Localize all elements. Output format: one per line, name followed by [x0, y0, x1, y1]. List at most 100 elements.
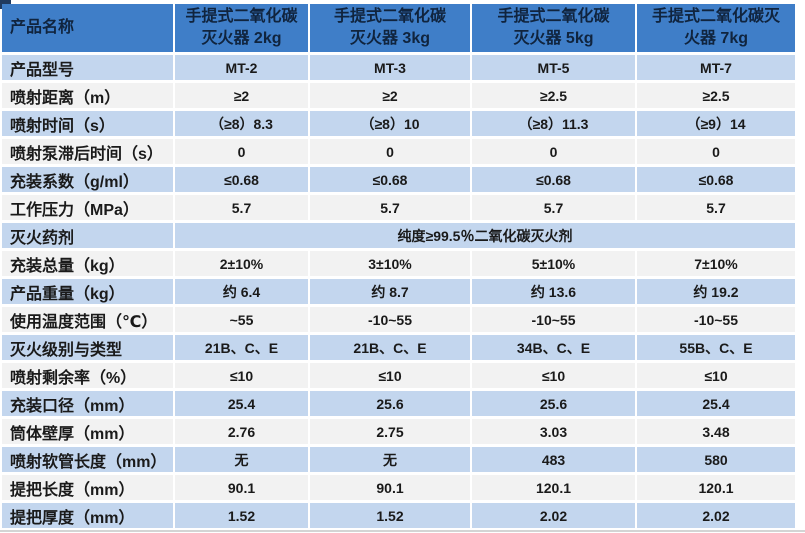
value-cell: MT-7 [637, 55, 797, 83]
table-row: 灭火药剂 纯度≥99.5％二氧化碳灭火剂 [2, 223, 797, 251]
value-cell: 55B、C、E [637, 335, 797, 363]
value-cell: （≥8）10 [310, 111, 472, 139]
value-cell: MT-5 [472, 55, 637, 83]
value-cell: 21B、C、E [175, 335, 310, 363]
value-cell: ≤0.68 [472, 167, 637, 195]
value-cell: 5.7 [175, 195, 310, 223]
value-cell: -10~55 [637, 307, 797, 335]
row-label: 提把厚度（mm） [2, 503, 175, 531]
row-label: 充装口径（mm） [2, 391, 175, 419]
row-label: 喷射剩余率（%） [2, 363, 175, 391]
value-cell: 0 [310, 139, 472, 167]
value-cell: 3.03 [472, 419, 637, 447]
value-cell: ≥2 [175, 83, 310, 111]
table-row: 喷射泵滞后时间（s） 0 0 0 0 [2, 139, 797, 167]
value-cell: 约 13.6 [472, 279, 637, 307]
value-cell: 0 [175, 139, 310, 167]
value-cell: 约 8.7 [310, 279, 472, 307]
value-cell: 无 [175, 447, 310, 475]
value-cell: 25.4 [175, 391, 310, 419]
value-cell: 0 [637, 139, 797, 167]
value-cell: ≤10 [310, 363, 472, 391]
value-cell: ≤10 [472, 363, 637, 391]
row-label: 喷射软管长度（mm） [2, 447, 175, 475]
value-cell: ≤0.68 [175, 167, 310, 195]
value-cell: 3±10% [310, 251, 472, 279]
table-row: 提把厚度（mm） 1.52 1.52 2.02 2.02 [2, 503, 797, 531]
table-row: 充装系数（g/ml） ≤0.68 ≤0.68 ≤0.68 ≤0.68 [2, 167, 797, 195]
table-row: 灭火级别与类型 21B、C、E 21B、C、E 34B、C、E 55B、C、E [2, 335, 797, 363]
value-cell: 约 19.2 [637, 279, 797, 307]
value-cell: 2.02 [637, 503, 797, 531]
table-row: 工作压力（MPa） 5.7 5.7 5.7 5.7 [2, 195, 797, 223]
bottom-divider [0, 530, 805, 532]
value-cell: 90.1 [175, 475, 310, 503]
value-cell: ≤0.68 [637, 167, 797, 195]
value-cell: 120.1 [637, 475, 797, 503]
table-row: 喷射剩余率（%） ≤10 ≤10 ≤10 ≤10 [2, 363, 797, 391]
value-cell: ≥2 [310, 83, 472, 111]
row-label: 筒体壁厚（mm） [2, 419, 175, 447]
row-label: 提把长度（mm） [2, 475, 175, 503]
table-row: 充装总量（kg） 2±10% 3±10% 5±10% 7±10% [2, 251, 797, 279]
value-cell: 1.52 [175, 503, 310, 531]
row-label: 充装系数（g/ml） [2, 167, 175, 195]
value-cell: 5.7 [310, 195, 472, 223]
value-cell: ≤10 [637, 363, 797, 391]
row-label: 灭火级别与类型 [2, 335, 175, 363]
value-cell: 90.1 [310, 475, 472, 503]
value-cell: 2.75 [310, 419, 472, 447]
table-row: 产品型号 MT-2 MT-3 MT-5 MT-7 [2, 55, 797, 83]
table-row: 提把长度（mm） 90.1 90.1 120.1 120.1 [2, 475, 797, 503]
value-cell: 2±10% [175, 251, 310, 279]
table-row: 产品重量（kg）约 6.4 约 8.7 约 13.6 约 19.2 [2, 279, 797, 307]
product-spec-table: 产品名称 手提式二氧化碳 灭火器 2kg 手提式二氧化碳 灭火器 3kg 手提式二氧化… [2, 4, 797, 531]
row-label: 喷射距离（m） [2, 83, 175, 111]
table-row: 使用温度范围（℃） ~55 -10~55 -10~55 -10~55 [2, 307, 797, 335]
header-product-name: 产品名称 [2, 4, 175, 55]
header-col-4: 手提式二氧化碳灭 火器 7kg [637, 4, 797, 55]
value-cell: 5.7 [472, 195, 637, 223]
row-label: 喷射时间（s） [2, 111, 175, 139]
value-cell: 2.02 [472, 503, 637, 531]
value-cell: 120.1 [472, 475, 637, 503]
row-label: 喷射泵滞后时间（s） [2, 139, 175, 167]
table-row: 喷射软管长度（mm）无无 483 580 [2, 447, 797, 475]
row-label: 工作压力（MPa） [2, 195, 175, 223]
value-cell: 7±10% [637, 251, 797, 279]
value-cell: 25.6 [310, 391, 472, 419]
value-cell: 3.48 [637, 419, 797, 447]
value-cell: 25.4 [637, 391, 797, 419]
value-cell: 1.52 [310, 503, 472, 531]
value-cell: （≥9）14 [637, 111, 797, 139]
table-row: 喷射时间（s） （≥8）8.3 （≥8）10 （≥8）11.3 （≥9）14 [2, 111, 797, 139]
value-cell: 无 [310, 447, 472, 475]
value-cell: （≥8）11.3 [472, 111, 637, 139]
value-cell: 25.6 [472, 391, 637, 419]
row-label: 使用温度范围（℃） [2, 307, 175, 335]
header-col-3: 手提式二氧化碳 灭火器 5kg [472, 4, 637, 55]
table-row: 喷射距离（m） ≥2 ≥2 ≥2.5 ≥2.5 [2, 83, 797, 111]
value-cell: （≥8）8.3 [175, 111, 310, 139]
row-label: 充装总量（kg） [2, 251, 175, 279]
value-cell: MT-2 [175, 55, 310, 83]
value-cell: ≤0.68 [310, 167, 472, 195]
value-cell: 5±10% [472, 251, 637, 279]
value-cell: 580 [637, 447, 797, 475]
value-cell: 34B、C、E [472, 335, 637, 363]
value-cell: MT-3 [310, 55, 472, 83]
table-row: 筒体壁厚（mm） 2.76 2.75 3.03 3.48 [2, 419, 797, 447]
merged-value-cell: 纯度≥99.5％二氧化碳灭火剂 [175, 223, 797, 251]
header-col-2: 手提式二氧化碳 灭火器 3kg [310, 4, 472, 55]
row-label: 产品重量（kg） [2, 279, 175, 307]
table-row: 充装口径（mm） 25.4 25.6 25.6 25.4 [2, 391, 797, 419]
header-row: 产品名称 手提式二氧化碳 灭火器 2kg 手提式二氧化碳 灭火器 3kg 手提式二氧化… [2, 4, 797, 55]
value-cell: 21B、C、E [310, 335, 472, 363]
value-cell: 483 [472, 447, 637, 475]
header-col-1: 手提式二氧化碳 灭火器 2kg [175, 4, 310, 55]
value-cell: -10~55 [472, 307, 637, 335]
value-cell: ≤10 [175, 363, 310, 391]
value-cell: ≥2.5 [472, 83, 637, 111]
value-cell: 0 [472, 139, 637, 167]
value-cell: ≥2.5 [637, 83, 797, 111]
